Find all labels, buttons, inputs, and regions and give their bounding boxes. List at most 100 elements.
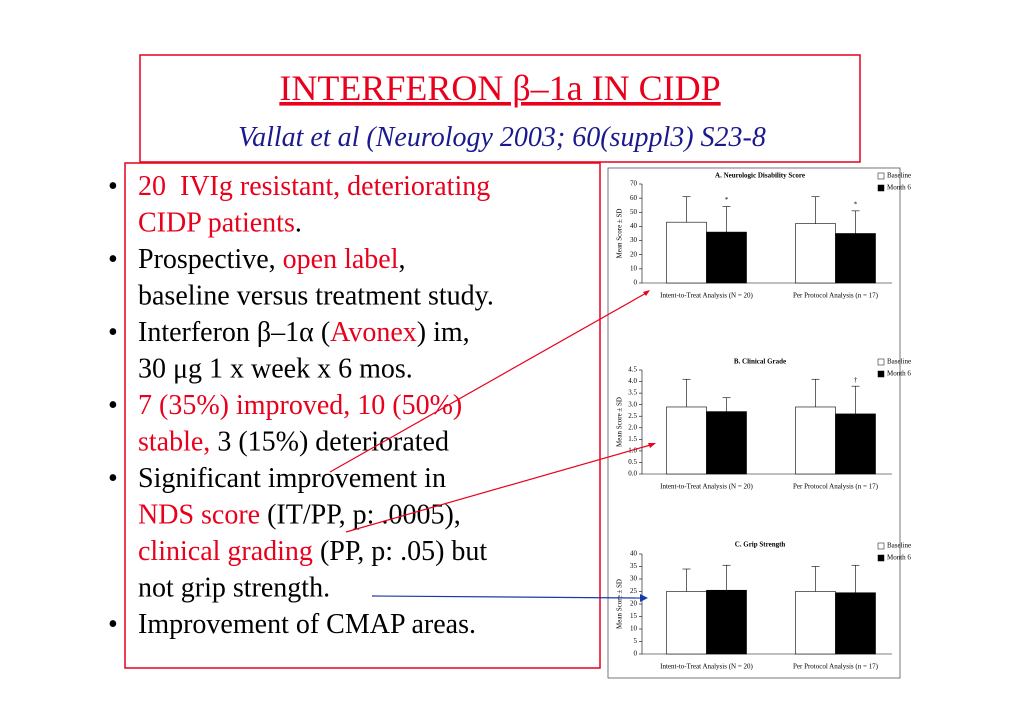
bar [706,231,747,284]
y-tick-label: 5 [634,637,638,645]
figure-box [607,167,901,679]
bullet-dot: • [108,463,118,494]
legend-label: Month 6 [887,370,911,378]
bar [666,406,707,475]
bullet-line: 30 μg 1 x week x 6 mos. [138,354,413,385]
chart-title: A. Neurologic Disability Score [715,172,805,180]
y-tick-label: 3.5 [628,389,637,397]
legend-swatch [877,554,885,562]
y-tick-label: 60 [630,194,638,202]
bullet-list: • 20 IVIg resistant, deteriorating CIDP pa… [108,171,494,640]
y-axis-label: Mean Score ± SD [616,397,624,447]
text-segment: (PP, p: .05) but [313,536,487,567]
bullet-line: stable, 3 (15%) deteriorated [138,427,449,458]
legend-label: Month 6 [887,554,911,562]
arrow-head [648,443,656,448]
text-segment: 3 (15%) deteriorated [210,427,449,458]
legend-label: Baseline [887,172,911,180]
bullet-line: NDS score (IT/PP, p: .0005), [138,500,461,531]
y-axis-label: Mean Score ± SD [616,579,624,629]
text-box [124,162,601,669]
x-tick-label: Intent-to-Treat Analysis (N = 20) [660,292,753,300]
slide-title: INTERFERON β–1a IN CIDP [279,68,720,108]
text-segment: Prospective, [138,244,283,275]
bullet-line: 7 (35%) improved, 10 (50%) [138,390,462,421]
y-tick-label: 20 [630,250,638,258]
bar [835,592,876,655]
arrow [329,291,649,473]
bullet-line: 20 IVIg resistant, deteriorating [138,171,490,202]
chart-title: B. Clinical Grade [734,358,786,366]
x-tick-label: Intent-to-Treat Analysis (N = 20) [660,483,753,491]
y-tick-label: 15 [630,612,638,620]
bullet-line: Significant improvement in [138,463,446,494]
significance-marker: * [854,200,858,208]
y-tick-label: 20 [630,600,638,608]
legend-swatch [877,358,885,366]
slide-subtitle: Vallat et al (Neurology 2003; 60(suppl3)… [238,122,766,153]
bullet-line: baseline versus treatment study. [138,281,494,312]
y-tick-label: 40 [630,222,638,230]
bullet-line: Improvement of CMAP areas. [138,609,476,640]
legend-swatch [877,184,885,192]
bar [835,233,876,284]
bullet-line: not grip strength. [138,573,330,604]
text-segment: Improvement of CMAP areas. [138,609,476,640]
text-segment: clinical grading [138,536,313,567]
significance-marker: † [854,376,858,384]
y-tick-label: 10 [630,625,638,633]
x-tick-label: Per Protocol Analysis (n = 17) [793,483,879,491]
y-tick-label: 3.0 [628,400,637,408]
bar [795,406,836,475]
text-segment: Interferon β–1α ( [138,317,330,348]
y-tick-label: 0 [634,650,638,658]
text-segment: CIDP patients [138,208,295,239]
significance-marker: * [725,196,729,204]
bullet-line: CIDP patients. [138,208,302,239]
text-segment: . [295,208,302,239]
text-segment: open label [283,244,399,275]
y-tick-label: 4.5 [628,366,637,374]
text-segment: (IT/PP, p: .0005), [260,500,461,531]
bar [666,591,707,655]
x-tick-label: Per Protocol Analysis (n = 17) [793,663,879,671]
text-segment: Avonex [330,317,417,348]
bar [795,591,836,655]
figures: A. Neurologic Disability Score Mean Score… [616,172,912,671]
bullet-line: clinical grading (PP, p: .05) but [138,536,487,567]
y-tick-label: 1.5 [628,435,637,443]
text-segment: 30 μg 1 x week x 6 mos. [138,354,413,385]
bullet-dot: • [108,390,118,421]
bullet-dot: • [108,609,118,640]
y-tick-label: 40 [630,550,638,558]
legend-swatch [877,370,885,378]
bar [795,223,836,284]
text-segment: 20 IVIg resistant, deteriorating [138,171,490,202]
y-tick-label: 50 [630,208,638,216]
y-tick-label: 0.0 [628,470,637,478]
bullet-dot: • [108,244,118,275]
y-tick-label: 35 [630,562,638,570]
x-tick-label: Intent-to-Treat Analysis (N = 20) [660,663,753,671]
y-tick-label: 0.5 [628,458,637,466]
title-box [139,54,861,163]
legend-swatch [877,542,885,550]
bullet-dot: • [108,317,118,348]
text-segment: not grip strength. [138,573,330,604]
y-axis-label: Mean Score ± SD [616,209,624,259]
y-tick-label: 30 [630,236,638,244]
bar [706,411,747,475]
legend-label: Month 6 [887,184,911,192]
y-tick-label: 2.5 [628,412,637,420]
x-tick-label: Per Protocol Analysis (n = 17) [793,292,879,300]
bullet-line: Interferon β–1α (Avonex) im, [138,317,470,348]
bar [666,221,707,284]
y-tick-label: 4.0 [628,377,637,385]
legend-label: Baseline [887,542,911,550]
legend-swatch [877,172,885,180]
arrow-head [643,290,650,296]
arrow [345,443,655,533]
text-segment: ) im, [417,317,470,348]
